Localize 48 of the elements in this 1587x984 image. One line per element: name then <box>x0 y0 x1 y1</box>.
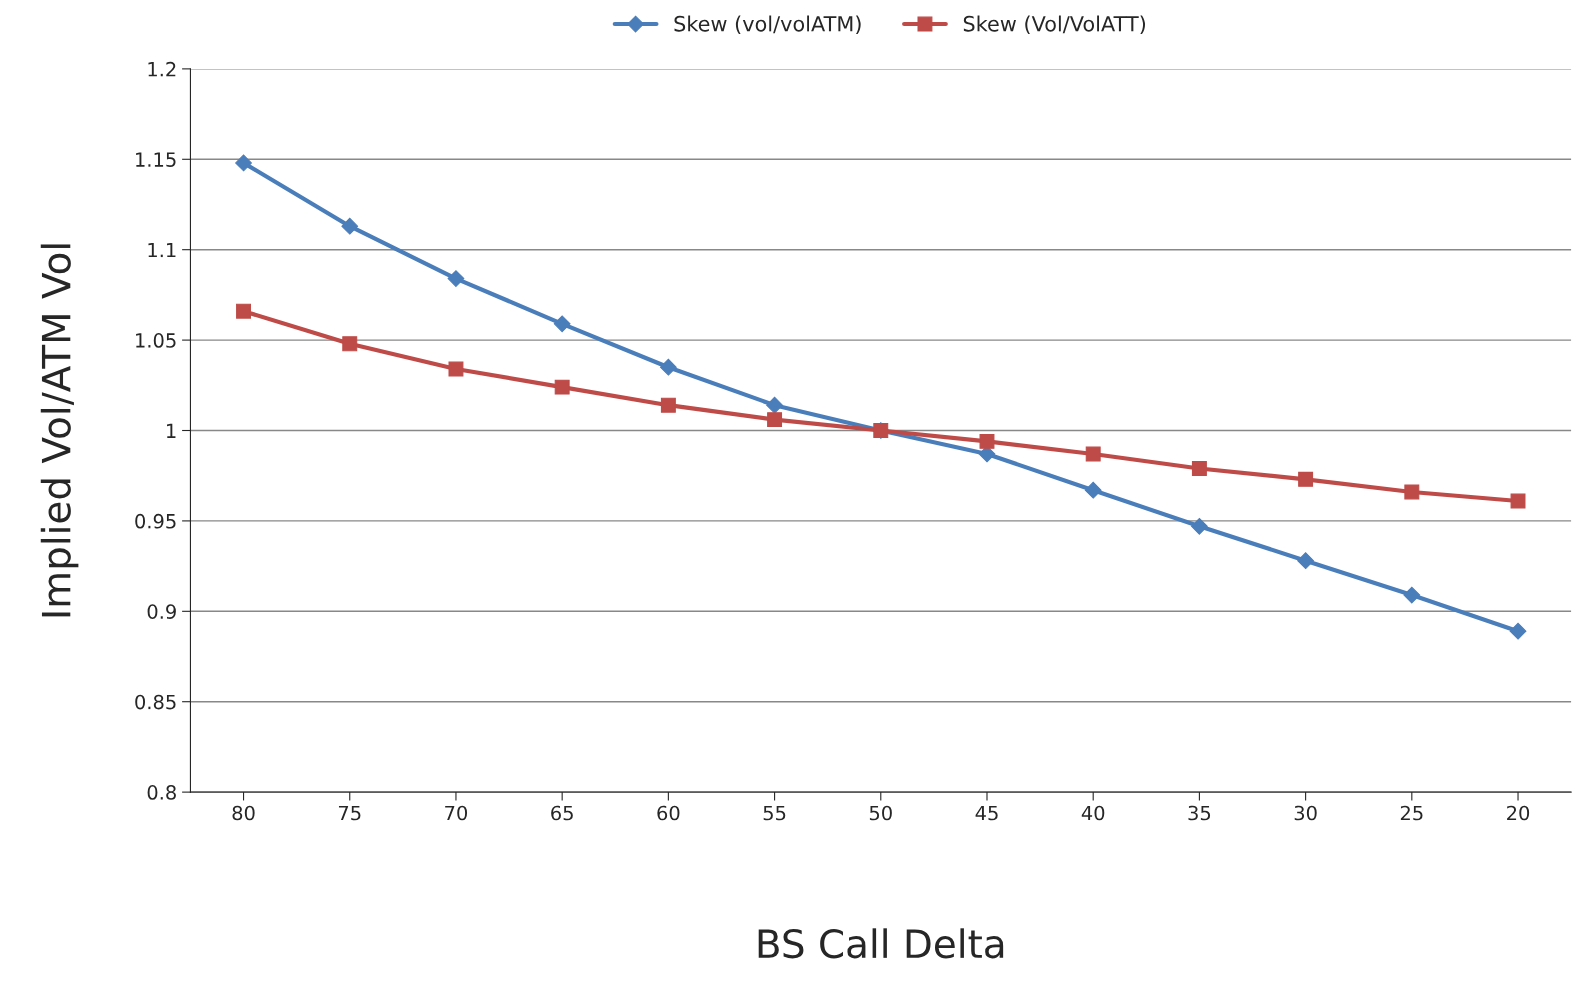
point <box>1085 446 1101 462</box>
x-tick-label: 65 <box>551 805 573 821</box>
point <box>1191 461 1207 476</box>
point <box>341 217 359 235</box>
x-tick-label: 20 <box>1507 805 1530 821</box>
legend-label: Skew (vol/volATM) <box>674 15 861 35</box>
y-tick-label: 0.9 <box>147 604 176 619</box>
point <box>766 396 783 414</box>
y-tick-label: 0.95 <box>135 513 176 529</box>
point <box>1403 586 1421 604</box>
y-tick-label: 1.15 <box>136 152 176 167</box>
x-tick-label: 60 <box>657 805 680 821</box>
y-axis-title: Implied Vol/ATM Vol <box>40 244 79 617</box>
x-axis-title: BS Call Delta <box>758 928 1004 959</box>
y-tick-label: 1.05 <box>136 333 176 348</box>
point <box>1297 552 1314 570</box>
point <box>342 336 358 352</box>
point <box>235 154 252 172</box>
point <box>1298 471 1314 487</box>
y-tick-label: 0.85 <box>135 694 176 710</box>
x-tick-label: 35 <box>1188 805 1211 821</box>
y-tick-label: 0.8 <box>147 785 176 800</box>
legend-label: Skew (Vol/VolATT) <box>963 15 1146 35</box>
point <box>448 361 464 377</box>
x-tick-label: 30 <box>1294 805 1317 821</box>
point <box>660 397 676 413</box>
point <box>1084 481 1102 499</box>
point <box>236 303 252 319</box>
x-tick-label: 80 <box>232 805 255 821</box>
x-tick-label: 50 <box>869 805 892 821</box>
point <box>554 379 570 395</box>
point <box>553 315 571 333</box>
x-tick-label: 45 <box>975 805 998 821</box>
point <box>767 412 783 428</box>
x-tick-label: 75 <box>338 805 361 821</box>
point <box>1404 484 1420 500</box>
x-tick-label: 55 <box>763 805 786 821</box>
point <box>979 433 995 449</box>
y-tick-label: 1.1 <box>148 242 176 258</box>
y-tick-label: 1 <box>167 423 176 438</box>
x-tick-label: 40 <box>1081 805 1105 821</box>
x-tick-label: 70 <box>445 805 468 821</box>
y-tick-label: 1.2 <box>148 61 176 77</box>
point <box>1509 622 1527 640</box>
point <box>447 270 465 287</box>
x-tick-label: 25 <box>1400 805 1423 821</box>
point <box>659 358 677 376</box>
point <box>1191 517 1208 535</box>
